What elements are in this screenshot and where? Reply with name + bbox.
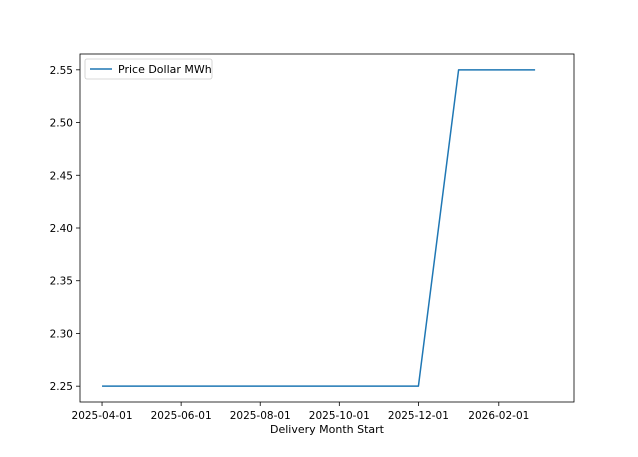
y-tick-label: 2.45	[50, 170, 73, 182]
y-tick-label: 2.40	[50, 223, 73, 235]
legend: Price Dollar MWh	[84, 58, 213, 80]
y-tick-label: 2.50	[50, 118, 73, 130]
axis-ticks: 2025-04-01 2025-06-01 2025-08-01 2025-10-01…	[50, 65, 530, 422]
x-tick-label: 2025-04-01	[72, 410, 133, 422]
y-tick-label: 2.30	[50, 328, 73, 340]
x-tick-label: 2025-08-01	[230, 410, 291, 422]
legend-label-price-dollar-mwh: Price Dollar MWh	[118, 63, 212, 76]
y-tick-label: 2.35	[50, 276, 73, 288]
series-layer	[102, 69, 536, 387]
x-tick-label: 2026-02-01	[468, 410, 529, 422]
series-line-price-dollar-mwh	[102, 69, 536, 387]
x-axis-label: Delivery Month Start	[270, 423, 385, 436]
x-tick-label: 2025-06-01	[151, 410, 212, 422]
y-tick-label: 2.55	[50, 65, 73, 77]
x-tick-label: 2025-10-01	[309, 410, 370, 422]
plot-area-frame	[79, 53, 575, 403]
y-tick-label: 2.25	[50, 381, 73, 393]
legend-box	[84, 58, 213, 80]
x-tick-label: 2025-12-01	[388, 410, 449, 422]
